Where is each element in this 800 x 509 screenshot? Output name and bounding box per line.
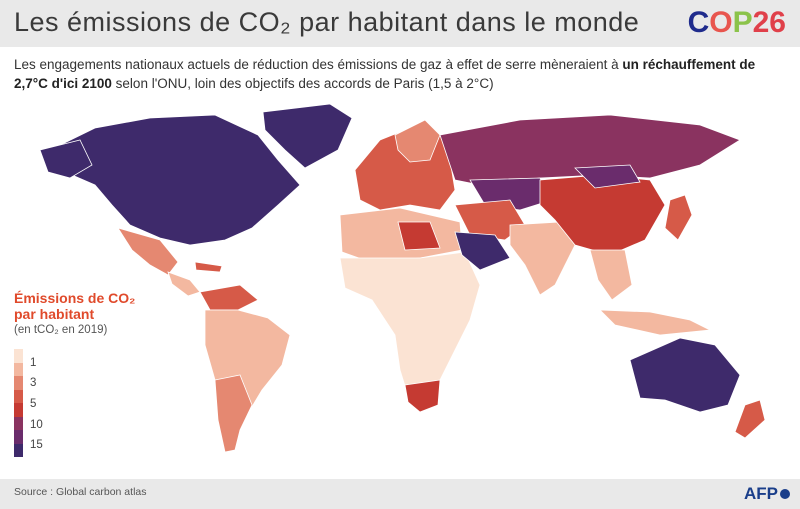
region-australia bbox=[629, 337, 741, 413]
afp-dot-icon bbox=[780, 488, 790, 499]
legend-swatch bbox=[14, 349, 23, 363]
region-scandinavia bbox=[394, 119, 441, 163]
legend-swatch bbox=[14, 430, 23, 444]
region-central-america bbox=[167, 271, 201, 297]
legend-swatch bbox=[14, 362, 23, 376]
subtitle-highlight: un réchauffement de 2,7°C d'ici 2100 bbox=[14, 57, 756, 91]
legend-tick-15: 15 bbox=[30, 439, 43, 451]
region-greenland bbox=[262, 103, 353, 169]
region-southeast-asia bbox=[589, 249, 633, 301]
afp-logo: AFP bbox=[744, 483, 790, 504]
region-north-america bbox=[49, 114, 301, 246]
footer-bar: Source : Global carbon atlas AFP bbox=[0, 479, 800, 509]
page-title: Les émissions de CO₂ par habitant dans l… bbox=[14, 7, 640, 37]
legend-color-scale bbox=[14, 349, 23, 457]
legend-tick-5: 5 bbox=[30, 398, 37, 410]
region-new-zealand bbox=[734, 399, 766, 439]
region-argentina bbox=[214, 374, 253, 453]
legend-swatch bbox=[14, 443, 23, 457]
subtitle-text-end: selon l'ONU, loin des objectifs des acco… bbox=[111, 76, 494, 91]
region-venezuela bbox=[199, 284, 259, 311]
region-japan bbox=[664, 194, 693, 241]
region-saudi-arabia bbox=[454, 231, 511, 271]
world-map bbox=[39, 103, 766, 453]
legend-swatch bbox=[14, 376, 23, 390]
legend-unit: (en tCO₂ en 2019) bbox=[14, 324, 108, 336]
region-south-america bbox=[204, 309, 291, 446]
region-south-africa bbox=[404, 379, 441, 413]
legend-swatch bbox=[14, 403, 23, 417]
afp-logo-text: AFP bbox=[744, 483, 778, 503]
header-bar: Les émissions de CO₂ par habitant dans l… bbox=[0, 0, 800, 47]
legend-tick-3: 3 bbox=[30, 377, 37, 389]
cop26-logo: COP26 bbox=[687, 6, 786, 39]
region-africa bbox=[339, 251, 481, 406]
subtitle-text: Les engagements nationaux actuels de réd… bbox=[14, 57, 623, 72]
legend-swatch bbox=[14, 416, 23, 430]
region-libya bbox=[397, 221, 441, 251]
source-text: Source : Global carbon atlas bbox=[14, 486, 147, 498]
region-caribbean bbox=[194, 261, 223, 273]
region-indonesia bbox=[598, 309, 712, 336]
legend-swatch bbox=[14, 389, 23, 403]
region-mexico bbox=[117, 227, 179, 276]
region-alaska bbox=[39, 139, 93, 179]
region-mongolia bbox=[574, 164, 641, 189]
subtitle: Les engagements nationaux actuels de réd… bbox=[14, 55, 784, 93]
legend-tick-10: 10 bbox=[30, 419, 43, 431]
legend-title: Émissions de CO₂ par habitant bbox=[14, 290, 136, 322]
legend-tick-1: 1 bbox=[30, 357, 37, 369]
